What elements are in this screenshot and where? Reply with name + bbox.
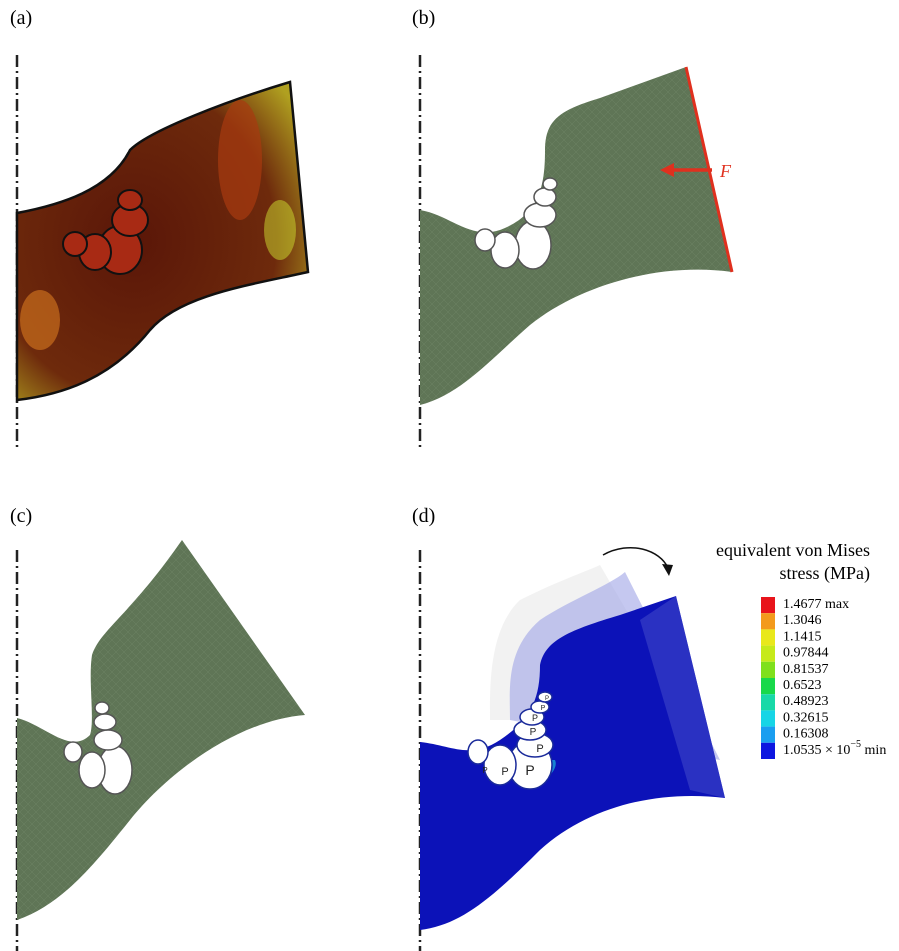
region-label: P bbox=[501, 766, 508, 778]
legend-label: 1.4677 max bbox=[783, 597, 849, 612]
legend-value: 0.48923 bbox=[783, 694, 829, 709]
panel-label: (a) bbox=[10, 7, 32, 29]
legend-label: 0.81537 bbox=[783, 662, 829, 677]
legend-value: 1.0535 × 10 bbox=[783, 743, 850, 758]
legend-suffix: min bbox=[861, 743, 886, 758]
mesh-model bbox=[420, 67, 732, 405]
mesh-model bbox=[17, 540, 305, 920]
tissue-band bbox=[218, 100, 262, 220]
legend-label: 1.1415 bbox=[783, 630, 822, 645]
region-label: P bbox=[482, 766, 487, 775]
rotation-arrow-head bbox=[662, 564, 673, 576]
legend-swatch bbox=[761, 629, 775, 645]
region-label: P bbox=[541, 705, 546, 712]
legend-swatch bbox=[761, 743, 775, 759]
legend-value: 0.97844 bbox=[783, 646, 829, 661]
legend-value: 0.16308 bbox=[783, 727, 829, 742]
legend-label: 0.48923 bbox=[783, 694, 829, 709]
tissue-section bbox=[17, 82, 308, 400]
region-label: P bbox=[525, 762, 534, 778]
legend-swatch bbox=[761, 694, 775, 710]
legend-label: 0.6523 bbox=[783, 678, 822, 693]
tissue-band bbox=[20, 290, 60, 350]
legend-swatch bbox=[761, 678, 775, 694]
region-label: P bbox=[532, 713, 538, 723]
legend-swatch bbox=[761, 597, 775, 613]
region-label: P bbox=[530, 727, 537, 738]
legend-value: 0.81537 bbox=[783, 662, 829, 677]
legend-swatch bbox=[761, 710, 775, 726]
legend-label: 0.97844 bbox=[783, 646, 829, 661]
legend-label: 0.32615 bbox=[783, 711, 829, 726]
legend-title: equivalent von Mises bbox=[716, 540, 870, 560]
legend-title: stress (MPa) bbox=[780, 563, 871, 584]
region-label: P bbox=[545, 696, 549, 702]
tissue-band bbox=[264, 200, 296, 260]
legend-value: 0.32615 bbox=[783, 711, 829, 726]
legend-swatch bbox=[761, 727, 775, 743]
legend-value: 0.6523 bbox=[783, 678, 822, 693]
panel-label: (c) bbox=[10, 505, 32, 527]
region-label: P bbox=[536, 743, 543, 755]
legend-swatch bbox=[761, 613, 775, 629]
legend-value: 1.1415 bbox=[783, 630, 822, 645]
legend-swatch bbox=[761, 662, 775, 678]
rotation-arrow bbox=[603, 548, 668, 568]
panel-label: (b) bbox=[412, 7, 435, 29]
legend-label: 0.16308 bbox=[783, 727, 829, 742]
legend-value: 1.4677 max bbox=[783, 597, 849, 612]
panel-label: (d) bbox=[412, 505, 435, 527]
legend-label: 1.3046 bbox=[783, 613, 822, 628]
figure: (a) (b) F (c) (d) PPPPPPPP equivalent vo… bbox=[0, 0, 899, 951]
force-label: F bbox=[719, 161, 732, 181]
legend-swatch bbox=[761, 646, 775, 662]
legend-label: 1.0535 × 10−5 min bbox=[783, 739, 886, 758]
legend-exponent: −5 bbox=[850, 739, 861, 750]
legend-value: 1.3046 bbox=[783, 613, 822, 628]
